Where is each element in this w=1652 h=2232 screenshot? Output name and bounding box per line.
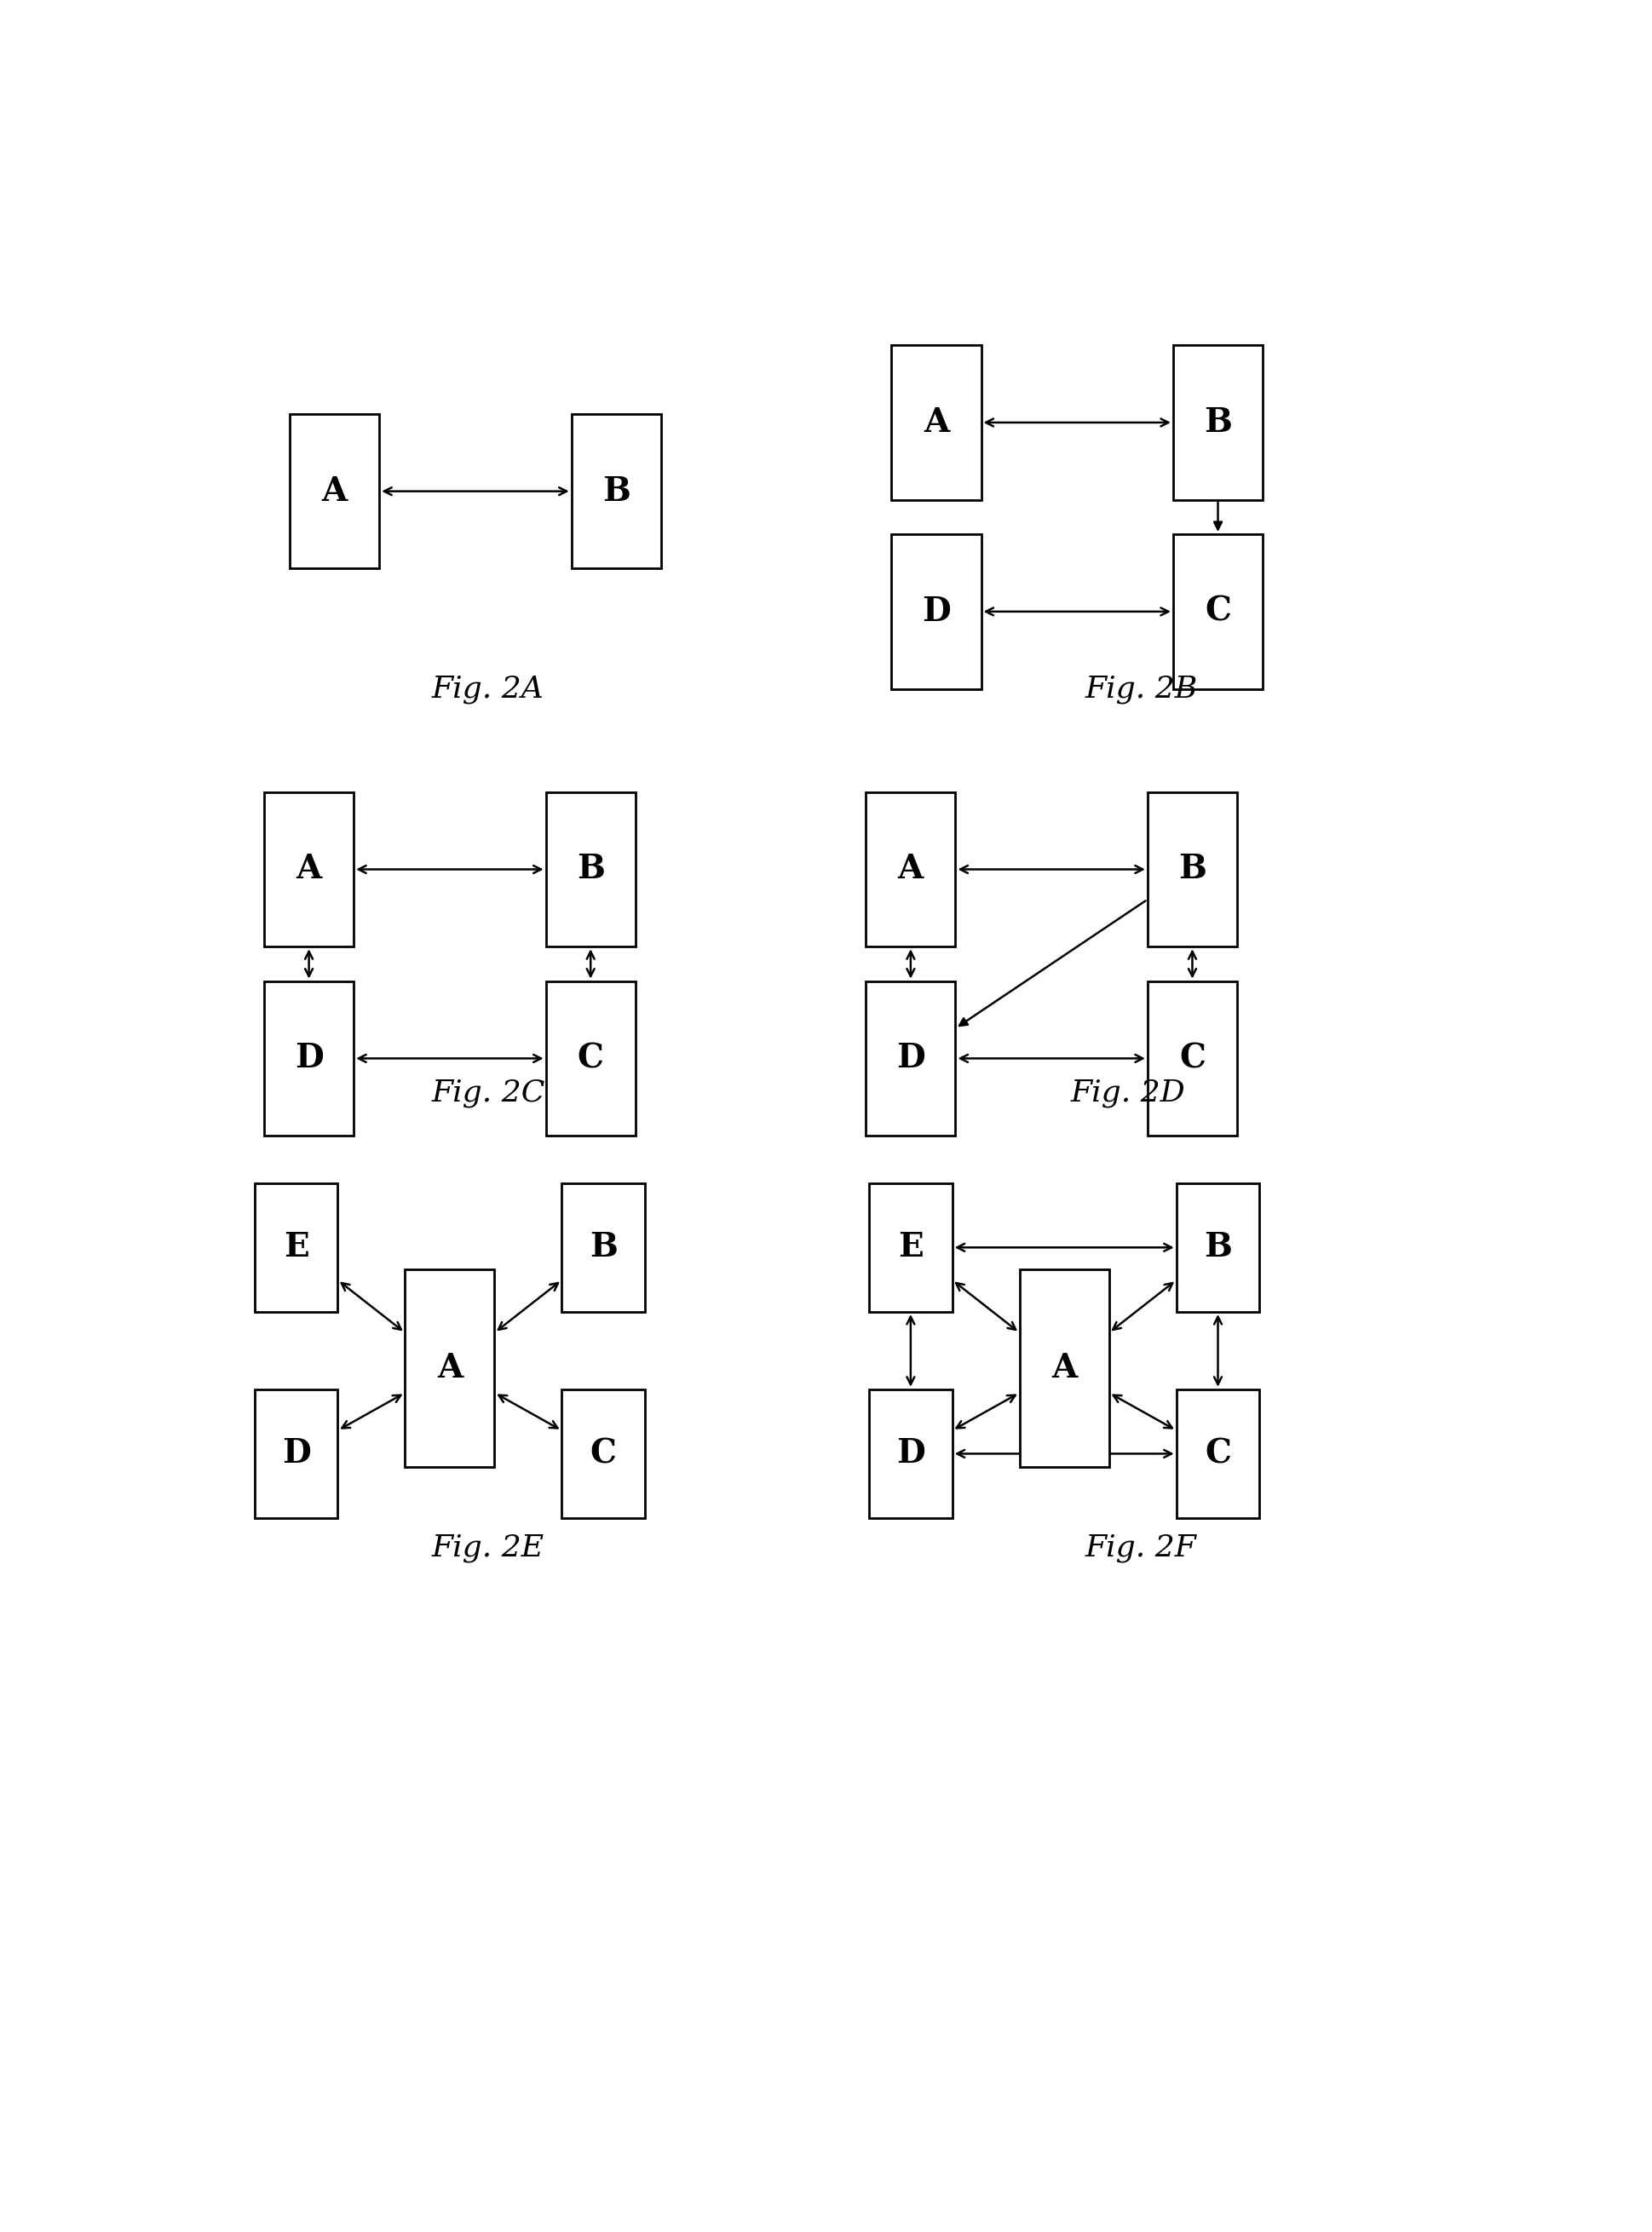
Bar: [545, 982, 636, 1136]
Text: Fig. 2E: Fig. 2E: [431, 1533, 545, 1562]
Text: Fig. 2B: Fig. 2B: [1085, 674, 1198, 703]
Text: A: A: [1051, 1353, 1077, 1384]
Text: A: A: [322, 475, 347, 507]
Text: Fig. 2C: Fig. 2C: [431, 1078, 545, 1107]
Bar: [254, 1388, 337, 1518]
Text: C: C: [1204, 596, 1231, 627]
Bar: [1176, 1183, 1259, 1312]
Bar: [264, 982, 354, 1136]
Bar: [289, 413, 380, 569]
Bar: [545, 792, 636, 946]
Text: E: E: [899, 1232, 923, 1263]
Text: B: B: [1178, 853, 1206, 886]
Text: B: B: [590, 1232, 618, 1263]
Text: Fig. 2A: Fig. 2A: [431, 674, 545, 703]
Text: D: D: [294, 1042, 324, 1074]
Text: A: A: [296, 853, 322, 886]
Bar: [1176, 1388, 1259, 1518]
Text: E: E: [284, 1232, 309, 1263]
Bar: [1173, 533, 1262, 690]
Bar: [1173, 346, 1262, 500]
Bar: [866, 982, 955, 1136]
Text: B: B: [603, 475, 629, 507]
Bar: [254, 1183, 337, 1312]
Bar: [892, 346, 981, 500]
Bar: [869, 1183, 952, 1312]
Text: C: C: [590, 1437, 616, 1471]
Bar: [1148, 982, 1237, 1136]
Text: D: D: [282, 1437, 311, 1471]
Bar: [562, 1388, 644, 1518]
Text: B: B: [1204, 406, 1232, 440]
Bar: [892, 533, 981, 690]
Text: B: B: [577, 853, 605, 886]
Bar: [264, 792, 354, 946]
Text: D: D: [897, 1437, 925, 1471]
Text: A: A: [923, 406, 950, 440]
Bar: [866, 792, 955, 946]
Bar: [1019, 1270, 1108, 1466]
Bar: [405, 1270, 494, 1466]
Text: C: C: [578, 1042, 603, 1074]
Text: B: B: [1204, 1232, 1232, 1263]
Bar: [1148, 792, 1237, 946]
Text: Fig. 2D: Fig. 2D: [1070, 1078, 1186, 1107]
Text: D: D: [897, 1042, 925, 1074]
Text: Fig. 2F: Fig. 2F: [1085, 1533, 1196, 1562]
Text: C: C: [1180, 1042, 1206, 1074]
Text: A: A: [436, 1353, 463, 1384]
Text: A: A: [897, 853, 923, 886]
Bar: [572, 413, 661, 569]
Text: C: C: [1204, 1437, 1231, 1471]
Bar: [869, 1388, 952, 1518]
Bar: [562, 1183, 644, 1312]
Text: D: D: [922, 596, 950, 627]
